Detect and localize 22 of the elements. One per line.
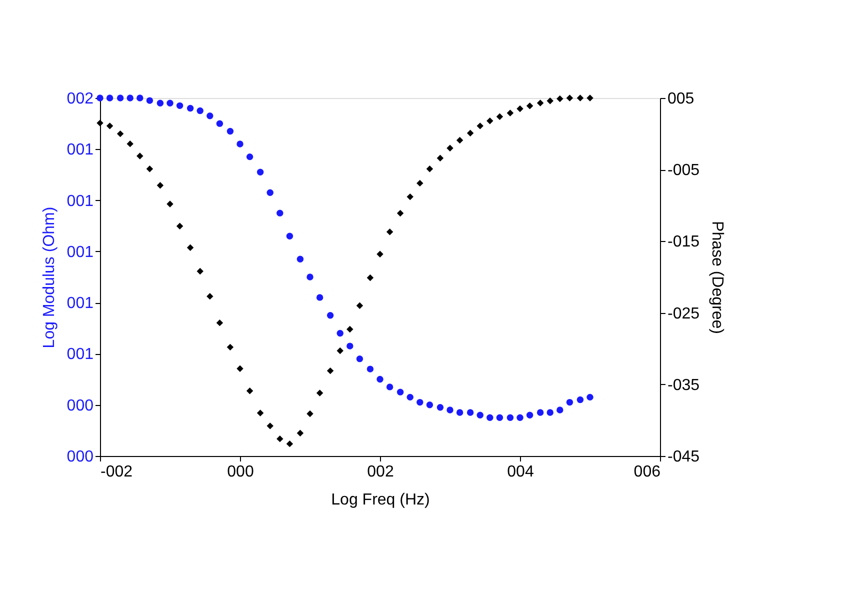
y-tick-label: 001 xyxy=(66,192,94,210)
y2-tick-label: 005 xyxy=(668,90,694,108)
y-tick-label: 000 xyxy=(66,397,94,414)
y2-tick-label: -005 xyxy=(668,162,700,180)
y2-tick-label: -045 xyxy=(668,448,700,466)
y-tick-label: 002 xyxy=(66,90,94,108)
y-axis-title: Log Modulus (Ohm) xyxy=(40,206,58,348)
x-tick-label: 002 xyxy=(367,464,394,480)
x-tick-label: -002 xyxy=(100,464,133,480)
y-tick-label: 001 xyxy=(66,295,94,312)
x-tick-label: 004 xyxy=(507,464,534,480)
x-tick-label: 006 xyxy=(634,464,661,480)
y2-tick-label: -035 xyxy=(668,376,700,394)
y-tick-label: 001 xyxy=(66,142,94,159)
x-tick-label: 000 xyxy=(227,464,254,480)
y2-axis-title: Phase (Degree) xyxy=(708,221,726,334)
x-axis-title: Log Freq (Hz) xyxy=(331,492,430,508)
y2-tick-label: -025 xyxy=(668,305,700,322)
y-tick-label: 001 xyxy=(66,346,94,364)
y-tick-label: 001 xyxy=(66,244,94,261)
y2-tick-label: -015 xyxy=(668,234,700,251)
y-tick-label: 000 xyxy=(66,448,94,466)
